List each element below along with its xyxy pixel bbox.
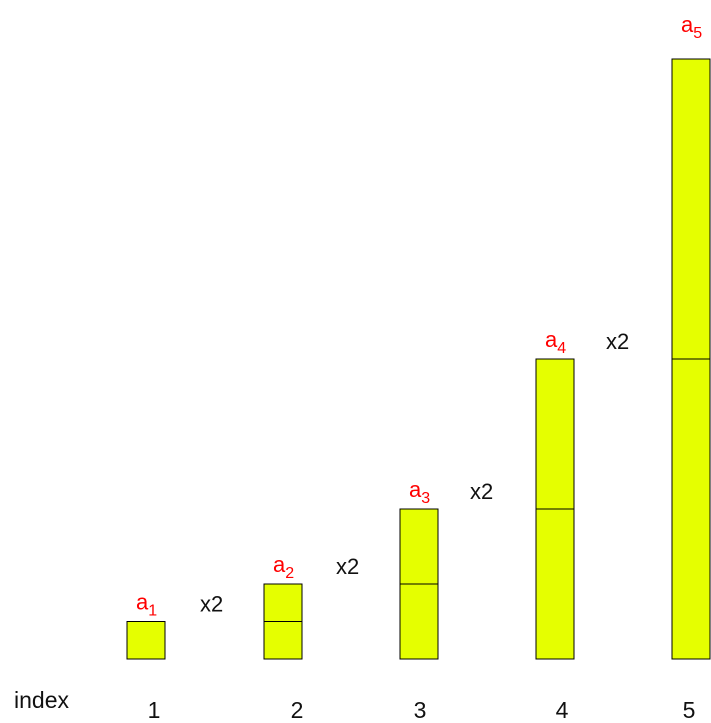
term-label-a3: a3: [409, 477, 430, 507]
index-axis-label: index: [14, 687, 69, 713]
ratio-label-1-to-2: x2: [200, 592, 223, 617]
term-label-a2: a2: [273, 552, 294, 582]
index-number-5: 5: [683, 697, 696, 723]
index-number-4: 4: [556, 697, 569, 723]
ratio-label-4-to-5: x2: [606, 329, 629, 354]
term-label-a5: a5: [681, 12, 702, 42]
labels-layer: a1 1 x2 a2 2 x2 a3 3 x2 a4 4 x2 a5 5: [136, 12, 702, 723]
index-number-1: 1: [148, 697, 161, 723]
ratio-label-3-to-4: x2: [470, 479, 493, 504]
bars-layer: [126, 58, 711, 660]
index-number-2: 2: [291, 697, 304, 723]
bar-a1: [126, 621, 166, 660]
index-number-3: 3: [414, 697, 427, 723]
term-label-a4: a4: [545, 327, 566, 357]
term-label-a1: a1: [136, 590, 157, 620]
ratio-label-2-to-3: x2: [336, 554, 359, 579]
